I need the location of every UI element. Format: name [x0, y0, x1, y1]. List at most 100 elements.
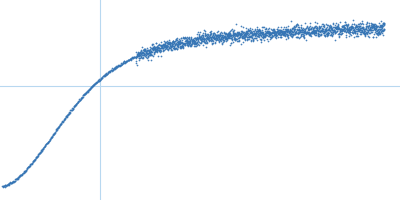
Point [34, 154, 41, 157]
Point [301, 29, 307, 33]
Point [226, 35, 233, 38]
Point [140, 50, 146, 54]
Point [248, 30, 255, 34]
Point [218, 42, 225, 45]
Point [346, 27, 352, 30]
Point [47, 138, 53, 141]
Point [350, 29, 356, 32]
Point [166, 45, 172, 48]
Point [218, 33, 224, 37]
Point [358, 32, 364, 35]
Point [147, 53, 154, 57]
Point [306, 28, 312, 31]
Point [258, 30, 264, 33]
Point [194, 43, 200, 46]
Point [200, 36, 206, 39]
Point [120, 61, 126, 64]
Point [194, 38, 200, 41]
Point [132, 55, 138, 58]
Point [136, 54, 143, 57]
Point [364, 30, 370, 33]
Point [364, 20, 370, 23]
Point [286, 31, 292, 35]
Point [336, 26, 342, 29]
Point [287, 28, 294, 31]
Point [304, 31, 310, 34]
Point [310, 29, 317, 32]
Point [261, 34, 268, 37]
Point [144, 48, 150, 51]
Point [266, 29, 272, 32]
Point [268, 34, 275, 37]
Point [362, 32, 368, 35]
Point [265, 31, 271, 34]
Point [239, 30, 246, 33]
Point [268, 35, 274, 38]
Point [290, 27, 297, 30]
Point [375, 24, 381, 28]
Point [189, 40, 195, 43]
Point [325, 29, 332, 32]
Point [149, 47, 156, 50]
Point [314, 21, 320, 25]
Point [210, 35, 216, 38]
Point [222, 36, 228, 40]
Point [165, 47, 171, 51]
Point [12, 178, 18, 181]
Point [244, 35, 250, 38]
Point [67, 109, 73, 112]
Point [42, 143, 49, 146]
Point [109, 69, 115, 72]
Point [334, 29, 340, 32]
Point [376, 27, 383, 30]
Point [154, 47, 161, 50]
Point [172, 40, 178, 43]
Point [110, 67, 116, 70]
Point [336, 35, 343, 38]
Point [155, 45, 162, 49]
Point [248, 35, 255, 38]
Point [184, 44, 191, 47]
Point [252, 32, 259, 36]
Point [307, 33, 314, 36]
Point [373, 25, 379, 28]
Point [243, 33, 249, 36]
Point [98, 76, 105, 79]
Point [269, 29, 275, 32]
Point [86, 88, 92, 91]
Point [163, 44, 169, 47]
Point [62, 116, 69, 119]
Point [169, 40, 176, 44]
Point [340, 29, 347, 32]
Point [201, 36, 207, 39]
Point [287, 33, 294, 36]
Point [136, 53, 142, 56]
Point [40, 147, 46, 150]
Point [242, 33, 248, 37]
Point [381, 28, 387, 32]
Point [262, 32, 268, 36]
Point [166, 39, 172, 42]
Point [317, 30, 324, 33]
Point [46, 139, 52, 142]
Point [253, 34, 260, 37]
Point [130, 57, 136, 60]
Point [230, 30, 236, 34]
Point [198, 38, 204, 41]
Point [96, 79, 102, 83]
Point [292, 25, 298, 28]
Point [308, 32, 314, 35]
Point [172, 43, 178, 47]
Point [194, 42, 201, 45]
Point [380, 28, 387, 31]
Point [181, 40, 188, 43]
Point [334, 24, 340, 28]
Point [31, 158, 38, 162]
Point [210, 37, 217, 40]
Point [74, 101, 81, 104]
Point [282, 26, 289, 29]
Point [239, 34, 245, 37]
Point [304, 31, 310, 35]
Point [174, 45, 180, 48]
Point [214, 36, 221, 39]
